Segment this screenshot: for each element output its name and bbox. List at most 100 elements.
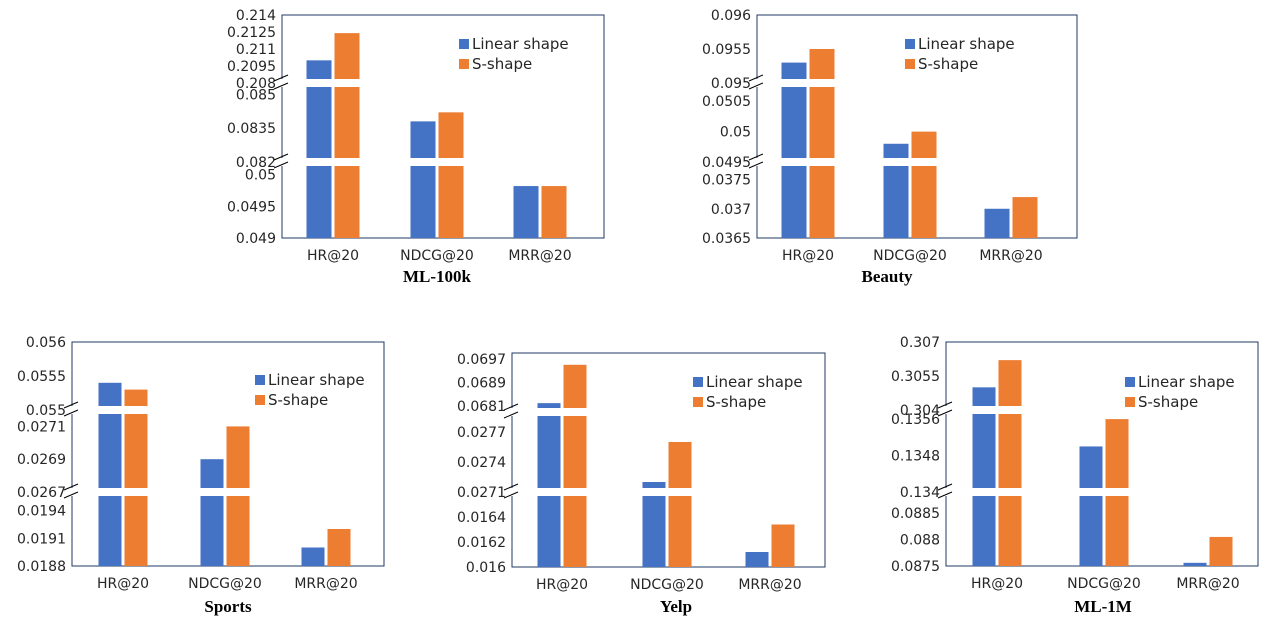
axis-break-mark <box>748 82 764 90</box>
axis-break-mark <box>937 491 953 499</box>
y-tick-label: 0.0267 <box>17 485 66 501</box>
bar-linear-shape-hr-20 <box>972 387 996 566</box>
axis-break-mask <box>279 158 285 166</box>
axis-break-gap <box>73 406 383 414</box>
axis-break-mark <box>503 491 519 499</box>
bar-s-shape-mrr-20 <box>541 186 567 238</box>
x-tick-label: HR@20 <box>307 248 359 264</box>
y-tick-label: 0.0689 <box>457 376 506 392</box>
chart-title: Yelp <box>660 597 692 616</box>
y-tick-label: 0.214 <box>236 8 276 24</box>
axis-break-mark <box>63 491 79 499</box>
y-tick-label: 0.085 <box>236 87 276 103</box>
y-tick-label: 0.0191 <box>17 531 66 547</box>
y-tick-label: 0.0495 <box>702 155 751 171</box>
bar-s-shape-mrr-20 <box>771 524 795 567</box>
x-tick-label: HR@20 <box>536 577 588 593</box>
legend-label-s-shape: S-shape <box>918 55 978 73</box>
bar-linear-shape-ndcg-20 <box>410 121 436 238</box>
legend-label-s-shape: S-shape <box>1138 393 1198 411</box>
bar-s-shape-hr-20 <box>334 33 360 239</box>
axis-break-mask <box>943 488 949 496</box>
legend-swatch-s-shape <box>905 59 915 69</box>
bar-linear-shape-mrr-20 <box>301 547 325 566</box>
chart-beauty: 0.096 0.0955 0.095 0.0505 0.05 0.0495 0.0375 0.… <box>702 8 1078 286</box>
legend-label-s-shape: S-shape <box>472 55 532 73</box>
legend-swatch-s-shape <box>255 395 265 405</box>
legend-swatch-s-shape <box>1125 397 1135 407</box>
axis-break-mark <box>937 483 953 491</box>
axis-break-gap <box>947 406 1257 414</box>
y-tick-label: 0.0495 <box>227 199 276 215</box>
bar-linear-shape-mrr-20 <box>513 186 539 238</box>
bar-s-shape-hr-20 <box>998 360 1022 566</box>
axis-break-mask <box>509 408 515 416</box>
axis-break-mask <box>279 79 285 87</box>
legend-label-linear-shape: Linear shape <box>1138 373 1235 391</box>
y-tick-label: 0.1356 <box>891 412 940 428</box>
axis-break-gap <box>513 408 824 416</box>
y-tick-label: 0.0835 <box>227 121 276 137</box>
legend-label-linear-shape: Linear shape <box>268 371 365 389</box>
bar-s-shape-hr-20 <box>809 49 835 238</box>
bar-linear-shape-hr-20 <box>98 382 122 566</box>
y-tick-label: 0.0365 <box>702 231 751 247</box>
axis-break-mark <box>63 401 79 409</box>
bar-s-shape-mrr-20 <box>327 529 351 566</box>
y-tick-label: 0.0955 <box>702 42 751 58</box>
y-tick-label: 0.0194 <box>17 504 66 520</box>
chart-title: Sports <box>204 597 252 616</box>
legend-label-linear-shape: Linear shape <box>472 35 569 53</box>
bar-linear-shape-ndcg-20 <box>200 459 224 566</box>
bar-s-shape-ndcg-20 <box>226 426 250 566</box>
y-tick-label: 0.1348 <box>891 449 940 465</box>
y-tick-label: 0.037 <box>711 202 751 218</box>
legend-label-linear-shape: Linear shape <box>918 35 1015 53</box>
y-tick-label: 0.05 <box>245 168 276 184</box>
y-tick-label: 0.0505 <box>702 94 751 110</box>
bar-s-shape-ndcg-20 <box>911 131 937 238</box>
axis-break-mark <box>748 74 764 82</box>
bar-linear-shape-ndcg-20 <box>642 482 666 567</box>
y-tick-label: 0.0555 <box>17 369 66 385</box>
y-tick-label: 0.056 <box>26 335 66 351</box>
y-tick-label: 0.2095 <box>227 59 276 75</box>
axis-break-mark <box>273 74 289 82</box>
y-tick-label: 0.088 <box>900 533 940 549</box>
axis-break-gap <box>513 488 824 496</box>
y-tick-label: 0.055 <box>26 403 66 419</box>
y-tick-label: 0.2125 <box>227 25 276 41</box>
x-tick-label: HR@20 <box>782 248 834 264</box>
legend-swatch-linear-shape <box>459 39 469 49</box>
axis-break-mask <box>754 158 760 166</box>
y-tick-label: 0.211 <box>236 42 276 58</box>
bar-linear-shape-hr-20 <box>306 60 332 239</box>
y-tick-label: 0.3055 <box>891 369 940 385</box>
bar-s-shape-hr-20 <box>563 364 587 567</box>
bar-linear-shape-ndcg-20 <box>883 143 909 238</box>
y-tick-label: 0.049 <box>236 231 276 247</box>
legend-swatch-s-shape <box>459 59 469 69</box>
axis-break-gap <box>758 79 1076 87</box>
axis-break-mark <box>273 161 289 169</box>
x-tick-label: NDCG@20 <box>1067 576 1141 592</box>
x-tick-label: NDCG@20 <box>630 577 704 593</box>
y-tick-label: 0.307 <box>900 335 940 351</box>
bar-s-shape-ndcg-20 <box>438 112 464 238</box>
bar-linear-shape-mrr-20 <box>745 552 769 567</box>
axis-break-gap <box>73 488 383 496</box>
axis-break-gap <box>283 79 603 87</box>
y-tick-label: 0.0274 <box>457 455 506 471</box>
axis-break-mask <box>69 406 75 414</box>
axis-break-mark <box>503 403 519 411</box>
axis-break-mask <box>509 488 515 496</box>
bar-s-shape-mrr-20 <box>1209 536 1233 566</box>
y-tick-label: 0.134 <box>900 485 940 501</box>
axis-break-mask <box>754 79 760 87</box>
bar-linear-shape-hr-20 <box>781 62 807 238</box>
y-tick-label: 0.0277 <box>457 425 506 441</box>
chart-title: ML-1M <box>1074 597 1132 616</box>
